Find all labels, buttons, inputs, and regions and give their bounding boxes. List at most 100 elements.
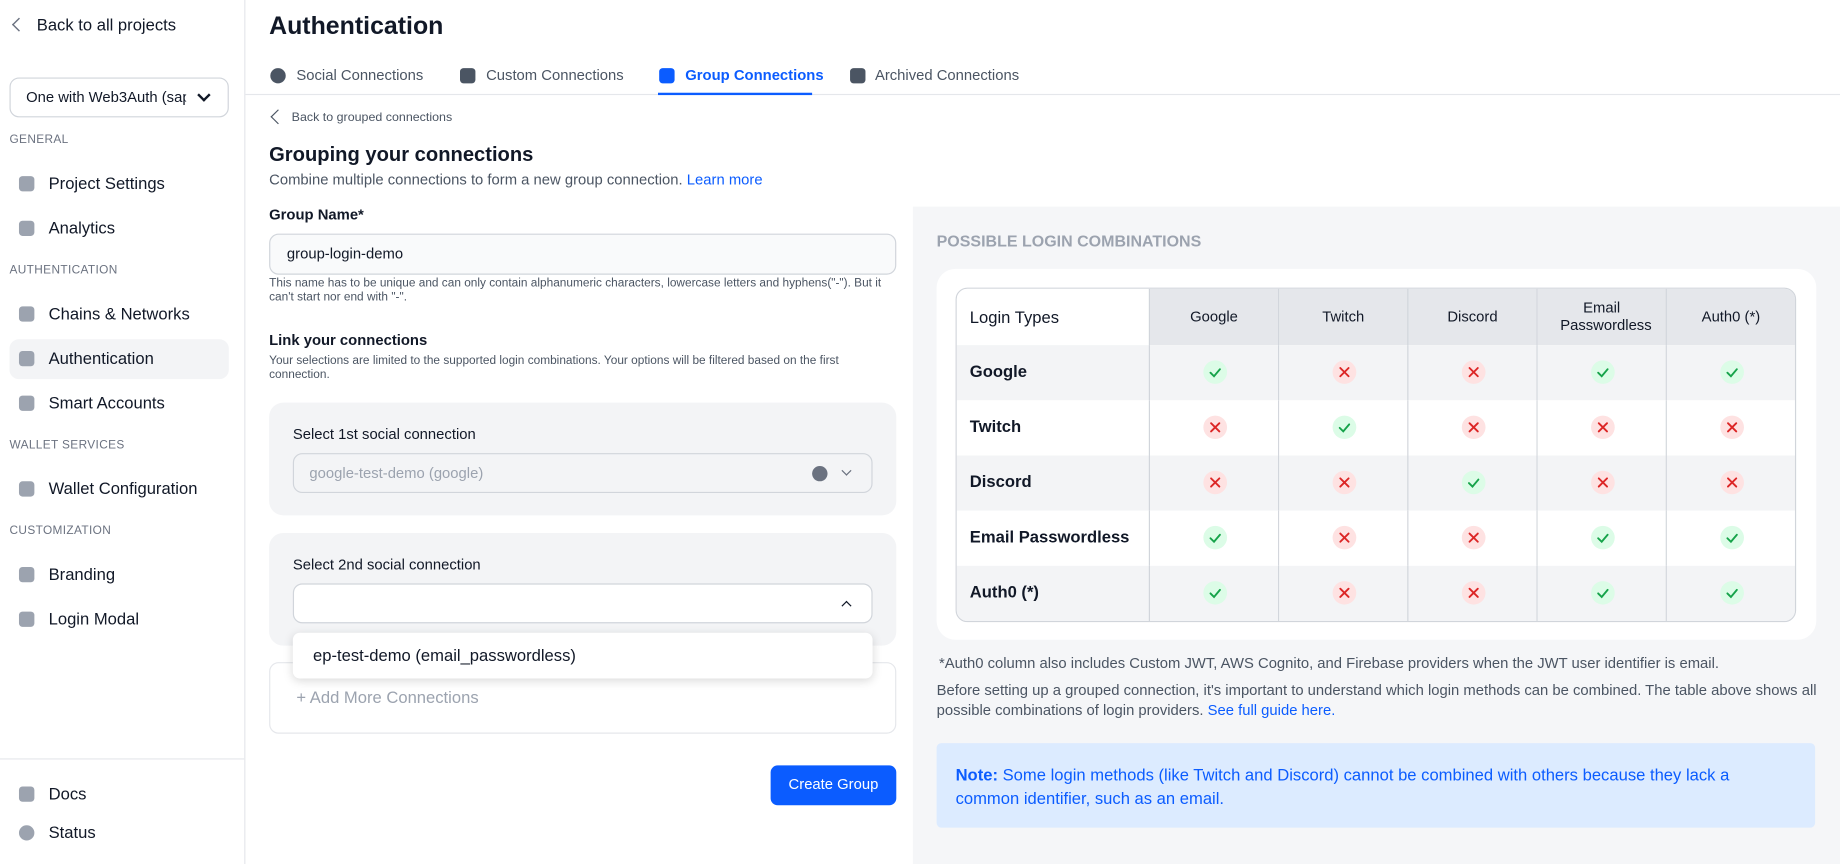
nav-icon (18, 611, 35, 627)
submit-label: Create Group (788, 775, 879, 793)
check-icon (1590, 525, 1615, 550)
tab[interactable]: Archived Connections (874, 66, 1020, 84)
column-header: Google (1150, 288, 1280, 346)
select[interactable]: google-test-demo (google) (292, 453, 873, 494)
cross-icon (1331, 470, 1356, 495)
table-cell (1150, 345, 1280, 401)
cross-icon (1590, 415, 1615, 440)
tab-icon (659, 68, 675, 84)
cross-icon (1719, 415, 1744, 440)
nav-item[interactable]: Analytics (48, 218, 116, 238)
panel-title: POSSIBLE LOGIN COMBINATIONS (936, 232, 1202, 251)
table-cell (1666, 565, 1795, 621)
row-label: Twitch (969, 416, 1022, 436)
back-arrow (270, 109, 286, 125)
row-label: Auth0 (*) (969, 582, 1039, 602)
check-icon (1331, 415, 1356, 440)
table-cell (1408, 510, 1538, 566)
tab-icon (460, 68, 476, 84)
project-name: One with Web3Auth (sap (26, 89, 187, 106)
check-icon (1719, 525, 1744, 550)
footer-link[interactable]: Docs (48, 784, 87, 803)
check-icon (1202, 360, 1227, 384)
tab[interactable]: Custom Connections (486, 66, 624, 84)
learn-more-link[interactable]: Learn more (686, 171, 763, 188)
field-label: Group Name* (269, 206, 364, 224)
section-label: WALLET SERVICES (9, 439, 125, 452)
corner-label: Login Types (969, 307, 1060, 327)
table-cell (1279, 565, 1409, 621)
nav-item[interactable]: Wallet Configuration (48, 478, 198, 498)
back-link[interactable]: Back to all projects (36, 15, 177, 35)
dropdown-option[interactable]: ep-test-demo (email_passwordless) (312, 645, 576, 665)
form-title: Grouping your connections (269, 143, 534, 166)
form-desc: Combine multiple connections to form a n… (269, 171, 762, 189)
tab[interactable]: Social Connections (296, 66, 424, 84)
tab-icon (850, 68, 866, 84)
dropdown-menu: ep-test-demo (email_passwordless) (292, 632, 873, 679)
cross-icon (1331, 525, 1356, 550)
column-label: Google (1190, 308, 1238, 325)
cross-icon (1461, 581, 1485, 605)
cross-icon (1590, 470, 1615, 495)
row-header: Google (956, 345, 1151, 401)
column-header: Discord (1408, 288, 1538, 346)
footer-icon (18, 825, 35, 841)
check-icon (1719, 581, 1744, 605)
check-icon (1461, 470, 1485, 495)
note-label: Note: (955, 765, 998, 785)
cross-icon (1461, 360, 1485, 384)
column-header: Auth0 (*) (1666, 288, 1795, 346)
footer-icon (18, 786, 35, 802)
row-header: Twitch (956, 400, 1151, 456)
column-label: Twitch (1322, 308, 1365, 325)
section-title: Link your connections (269, 332, 428, 349)
note-box: Note: Some login methods (like Twitch an… (936, 743, 1816, 828)
cross-icon (1331, 581, 1356, 605)
cross-icon (1461, 525, 1485, 550)
section-label: CUSTOMIZATION (9, 524, 112, 538)
column-label: Auth0 (*) (1701, 308, 1761, 325)
clear-icon[interactable] (812, 466, 828, 482)
table-cell (1537, 400, 1667, 456)
section-label: GENERAL (9, 133, 69, 147)
text-input[interactable]: group-login-demo (269, 233, 897, 275)
nav-icon (18, 566, 35, 583)
project-select[interactable]: One with Web3Auth (sap (9, 77, 229, 118)
table-cell (1666, 400, 1795, 456)
nav-item[interactable]: Project Settings (48, 173, 165, 193)
nav-icon (18, 220, 35, 236)
nav-item[interactable]: Smart Accounts (48, 393, 165, 413)
select[interactable] (292, 583, 873, 624)
nav-item[interactable]: Branding (48, 564, 116, 584)
nav-item[interactable]: Login Modal (48, 609, 140, 629)
column-label: Email Passwordless (1560, 299, 1652, 334)
table-cell (1150, 510, 1280, 566)
guide-link[interactable]: See full guide here. (1207, 701, 1336, 718)
row-header: Auth0 (*) (956, 565, 1151, 621)
table-cell (1666, 510, 1795, 566)
cross-icon (1202, 415, 1227, 440)
tabs-border (245, 93, 1840, 96)
table-cell (1279, 345, 1409, 401)
nav-icon (18, 306, 35, 322)
check-icon (1202, 581, 1227, 605)
page-title: Authentication (269, 12, 444, 40)
column-header: Twitch (1279, 288, 1409, 346)
nav-item[interactable]: Chains & Networks (48, 304, 190, 323)
back-link[interactable]: Back to grouped connections (291, 110, 453, 125)
table-cell (1537, 565, 1667, 621)
table-cell (1537, 510, 1667, 566)
explanation-text: Before setting up a grouped connection, … (936, 682, 1817, 718)
cross-icon (1331, 360, 1356, 384)
select-card: Select 1st social connection google-test-… (269, 402, 897, 516)
footer-link[interactable]: Status (48, 822, 96, 842)
submit-button[interactable]: Create Group (770, 765, 897, 806)
tab[interactable]: Group Connections (685, 66, 824, 84)
nav-item[interactable]: Authentication (48, 348, 154, 368)
help-text: This name has to be unique and can only … (269, 277, 882, 305)
table-cell (1150, 455, 1280, 511)
check-icon (1719, 360, 1744, 384)
table-cell (1537, 345, 1667, 401)
